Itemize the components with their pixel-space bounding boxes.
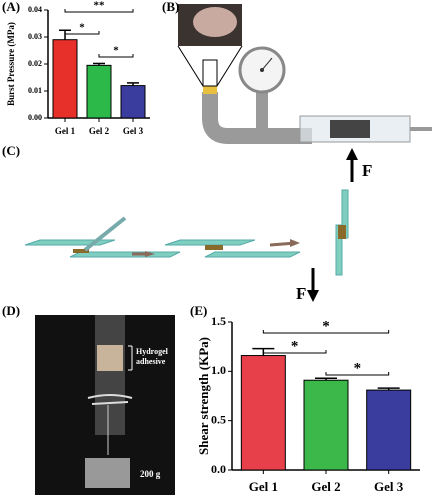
panel-label: (C) [2, 143, 20, 158]
y-tick-label: 0.03 [28, 32, 42, 41]
significance-label: * [322, 318, 330, 334]
x-tick-label: Gel 1 [249, 479, 278, 494]
x-tick-label: Gel 3 [123, 126, 144, 136]
panel-label: (A) [2, 0, 20, 14]
x-tick-label: Gel 2 [311, 479, 340, 494]
y-tick-label: 1.0 [211, 363, 226, 377]
y-tick-label: 0.00 [28, 113, 42, 122]
significance-label: * [113, 45, 119, 57]
bar [240, 355, 286, 471]
bar [52, 39, 78, 119]
x-tick-label: Gel 2 [89, 126, 110, 136]
x-tick-label: Gel 1 [55, 126, 76, 136]
weight-label: 200 g [140, 469, 161, 479]
y-tick-label: 0.0 [211, 462, 226, 476]
burst-apparatus [177, 4, 432, 144]
y-tick-label: 1.5 [211, 314, 226, 328]
significance-label: * [354, 360, 362, 376]
bar [86, 64, 112, 119]
significance-label: * [79, 22, 85, 34]
y-axis-label: Shear strength (KPa) [196, 337, 211, 455]
shear-setup [24, 148, 358, 302]
significance-bracket [325, 372, 390, 376]
force-label: F [296, 284, 306, 303]
hydrogel-label: adhesive [136, 357, 166, 366]
significance-bracket [262, 330, 390, 334]
panel-label: (E) [190, 303, 207, 318]
y-tick-label: 0.04 [28, 5, 42, 14]
significance-label: ** [94, 0, 106, 12]
y-tick-label: 0.01 [28, 86, 42, 95]
y-tick-label: 0.02 [28, 59, 42, 68]
tensile-photo [35, 315, 175, 495]
hydrogel-label: Hydrogel [136, 347, 169, 356]
significance-bracket [262, 350, 327, 354]
bar [120, 85, 146, 119]
bar [366, 389, 412, 471]
significance-bracket [64, 9, 134, 13]
panel-label: (B) [162, 0, 179, 14]
significance-bracket [98, 54, 134, 58]
y-axis-label: Burst Pressure (MPa) [6, 22, 16, 106]
bar [303, 379, 349, 471]
significance-bracket [64, 31, 100, 35]
significance-label: * [291, 338, 299, 354]
x-tick-label: Gel 3 [374, 479, 404, 494]
force-label: F [362, 161, 372, 180]
y-tick-label: 0.5 [211, 412, 226, 426]
panel-label: (D) [2, 303, 20, 318]
